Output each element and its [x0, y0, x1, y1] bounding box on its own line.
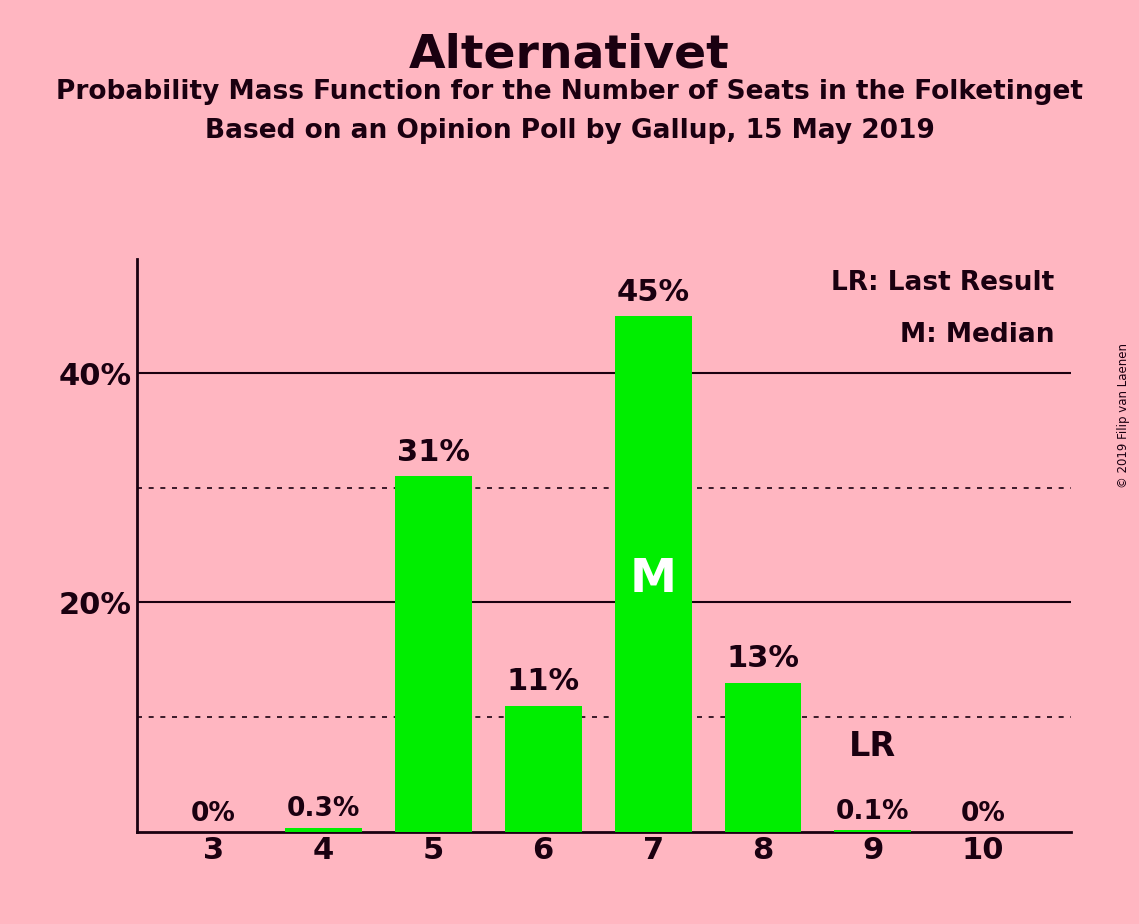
- Bar: [835, 831, 911, 832]
- Text: 13%: 13%: [727, 644, 800, 674]
- Text: 0%: 0%: [960, 801, 1006, 827]
- Text: Based on an Opinion Poll by Gallup, 15 May 2019: Based on an Opinion Poll by Gallup, 15 M…: [205, 118, 934, 144]
- Bar: [505, 706, 582, 832]
- Text: LR: LR: [850, 730, 896, 763]
- Bar: [724, 683, 802, 832]
- Text: 0.3%: 0.3%: [287, 796, 360, 822]
- Text: 11%: 11%: [507, 667, 580, 697]
- Text: 0%: 0%: [191, 801, 236, 827]
- Bar: [615, 316, 691, 832]
- Text: M: M: [630, 557, 677, 602]
- Text: Alternativet: Alternativet: [409, 32, 730, 78]
- Text: M: Median: M: Median: [900, 322, 1055, 347]
- Text: 45%: 45%: [616, 278, 690, 307]
- Text: © 2019 Filip van Laenen: © 2019 Filip van Laenen: [1117, 344, 1130, 488]
- Text: LR: Last Result: LR: Last Result: [831, 270, 1055, 297]
- Bar: [395, 477, 472, 832]
- Text: 0.1%: 0.1%: [836, 798, 910, 825]
- Text: Probability Mass Function for the Number of Seats in the Folketinget: Probability Mass Function for the Number…: [56, 79, 1083, 104]
- Text: 31%: 31%: [396, 438, 470, 468]
- Bar: [285, 828, 362, 832]
